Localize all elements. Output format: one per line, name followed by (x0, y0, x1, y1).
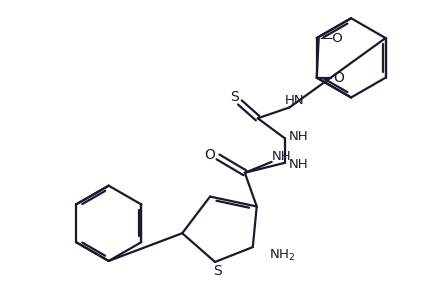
Text: —O: —O (320, 32, 343, 44)
Text: NH$_2$: NH$_2$ (270, 248, 296, 262)
Text: NH: NH (272, 150, 291, 164)
Text: HN: HN (285, 94, 304, 107)
Text: S: S (230, 91, 239, 104)
Text: NH: NH (289, 158, 308, 171)
Text: S: S (214, 264, 222, 278)
Text: O: O (333, 71, 344, 85)
Text: O: O (204, 148, 216, 162)
Text: NH: NH (289, 130, 308, 142)
